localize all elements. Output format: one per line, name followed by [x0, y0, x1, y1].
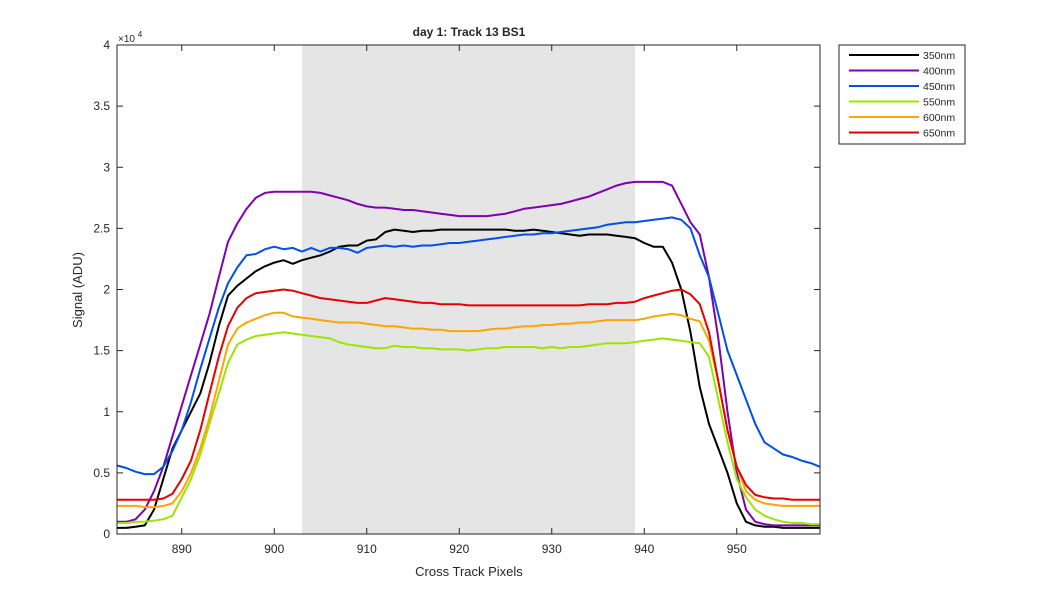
y-tick-label: 0	[103, 527, 110, 541]
chart-title: day 1: Track 13 BS1	[413, 25, 526, 39]
y-tick-label: 3.5	[93, 99, 110, 113]
y-tick-label: 1	[103, 405, 110, 419]
y-axis-label: Signal (ADU)	[70, 252, 85, 328]
legend-label: 550nm	[923, 97, 955, 109]
x-tick-label: 890	[172, 542, 192, 556]
legend-label: 450nm	[923, 81, 955, 93]
legend-label: 400nm	[923, 66, 955, 78]
y-tick-label: 2.5	[93, 221, 110, 235]
plot-area	[116, 45, 821, 534]
x-tick-label: 950	[727, 542, 747, 556]
y-tick-label: 1.5	[93, 344, 110, 358]
y-tick-label: 3	[103, 160, 110, 174]
x-tick-label: 910	[357, 542, 377, 556]
x-tick-label: 920	[449, 542, 469, 556]
y-axis-exponent-base: ×10	[118, 34, 135, 45]
series-line-650nm	[117, 288, 820, 501]
x-tick-label: 930	[542, 542, 562, 556]
legend-box	[838, 44, 966, 145]
x-axis-label: Cross Track Pixels	[415, 564, 523, 579]
legend-label: 650nm	[923, 128, 955, 140]
y-tick-label: 4	[103, 38, 110, 52]
series-line-550nm	[117, 331, 820, 526]
legend: 350nm 400nm 450nm 550nm 600nm 650nm	[838, 44, 966, 145]
y-axis-exponent-power: 4	[138, 30, 143, 39]
x-tick-label: 900	[264, 542, 284, 556]
series-line-400nm	[117, 180, 820, 527]
legend-label: 600nm	[923, 112, 955, 124]
series-line-600nm	[117, 311, 820, 509]
y-tick-label: 0.5	[93, 466, 110, 480]
axes: 890 900 910 920 930 940 950 0 0.5 1 1.5 2 2.5 3 3.5 4	[93, 38, 821, 556]
series-line-350nm	[117, 228, 820, 529]
shaded-region	[302, 45, 635, 534]
y-tick-label: 2	[103, 283, 110, 297]
series-line-450nm	[116, 216, 821, 476]
x-tick-label: 940	[634, 542, 654, 556]
y-axis-exponent: ×10 4	[118, 30, 143, 45]
legend-label: 350nm	[923, 50, 955, 62]
